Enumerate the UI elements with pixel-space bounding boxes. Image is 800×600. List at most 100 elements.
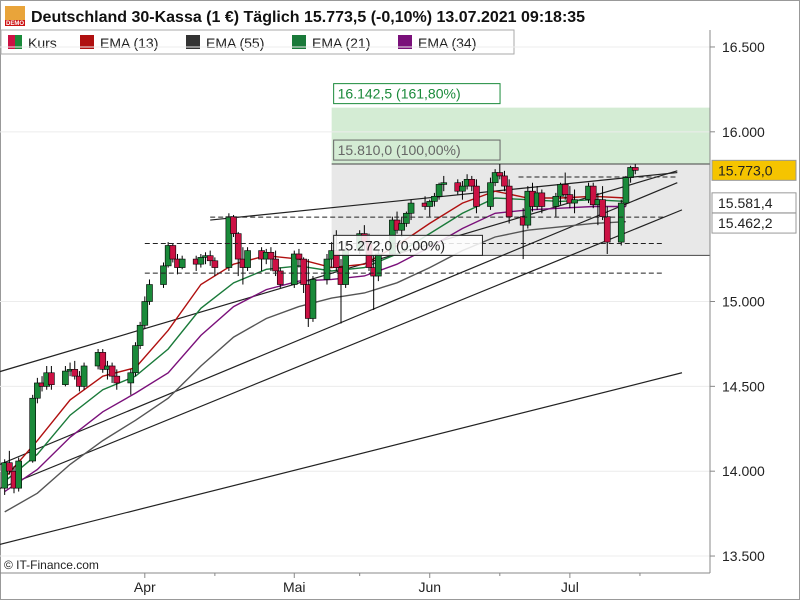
candle [136,321,144,350]
candle-body [295,253,303,260]
candle [71,360,79,380]
candle [501,170,508,192]
candle-body [1,462,8,489]
candle [99,349,107,373]
candle-body [426,201,434,207]
trend-line [210,171,678,221]
candle-body [617,202,625,243]
candle [491,169,499,187]
legend-label: Kurs [28,35,57,51]
price-markers: 15.773,0 15.581,4 15.462,2 [711,159,797,234]
candle [230,214,237,238]
candle [267,247,275,271]
candle [552,192,560,217]
demo-badge: DEMO [5,6,25,27]
legend-item: EMA (55) [186,35,264,51]
candle-body [566,194,574,204]
candle [440,175,448,192]
legend-swatch-down [8,35,15,49]
candle-body [272,258,279,272]
candle [403,211,410,227]
price-marker: 15.581,4 [711,192,797,214]
legend-swatch [186,35,200,49]
candle [571,189,578,214]
candle [589,182,597,209]
legend-label: EMA (55) [206,35,264,51]
candle [398,216,406,238]
candle [34,377,41,404]
candle-body [487,182,494,207]
candle [435,182,443,200]
price-marker-label: 15.462,2 [718,215,773,231]
gridlines [0,46,710,557]
candle-body [99,352,107,370]
candle-body [491,172,499,184]
candle [505,179,513,224]
candle-body [571,199,578,204]
candle [323,253,331,285]
fib-label-box [333,234,483,256]
candle-body [309,279,317,319]
candle-body [496,172,504,177]
chart-title: Deutschland 30-Kassa (1 €) Täglich 15.77… [31,9,585,26]
candle-body [34,382,41,399]
candle-body [127,372,135,384]
candle [473,179,480,214]
x-tick-label: Mai [283,579,306,595]
candle-body [552,195,560,207]
candle [1,459,8,495]
fib-label: 15.810,0 (100,00%) [333,139,501,161]
legend-label: EMA (13) [100,35,158,51]
candle-body [225,216,233,268]
price-marker: 15.773,0 [711,159,797,181]
fib-labels: 16.142,5 (161,80%) 15.810,0 (100,00%) 15.2… [333,83,501,256]
demo-badge-label: DEMO [6,21,24,27]
y-tick-label: 16.000 [722,124,765,140]
candle-body [290,253,298,285]
candle-body [48,372,55,385]
footer-credit: © IT-Finance.com [4,558,99,572]
price-marker-box [711,212,797,234]
fib-label-text: 15.810,0 (100,00%) [338,142,461,158]
legend-item: Kurs [8,35,57,51]
candle [431,192,438,207]
candle [62,365,69,387]
candle [80,362,88,390]
legend-swatch [398,35,412,49]
y-tick-label: 15.000 [722,294,765,310]
candle [108,362,116,383]
candle [146,279,153,305]
candle-body [108,365,116,377]
candle [468,175,476,192]
x-tick-label: Apr [134,579,156,595]
candle [169,243,177,263]
candle-body [398,223,406,231]
legend-item: EMA (34) [398,35,476,51]
legend-swatch [292,35,306,49]
candle-body [622,177,630,204]
candle-body [244,250,251,268]
candle-body [132,345,139,374]
candle-body [468,179,476,187]
candle [48,365,55,390]
fib-label-text: 16.142,5 (161,80%) [338,86,461,102]
candle [225,213,233,271]
candle [206,250,214,266]
candle-body [407,202,415,214]
candle [627,165,634,183]
candle-body [300,258,307,285]
candle-body [80,365,88,387]
ema-21-line [4,197,626,482]
y-axis: 16.500 16.000 15.000 14.500 14.000 13.500 [710,39,765,564]
candle [459,181,466,200]
candle-body [197,257,205,265]
candle [617,199,625,246]
candle [178,255,186,270]
legend-item: EMA (13) [80,35,158,51]
x-axis: Apr Mai Jun Jul [134,573,641,595]
zones [331,107,710,256]
price-marker-label: 15.581,4 [718,195,773,211]
candle-body [440,182,448,185]
candle [197,253,205,268]
